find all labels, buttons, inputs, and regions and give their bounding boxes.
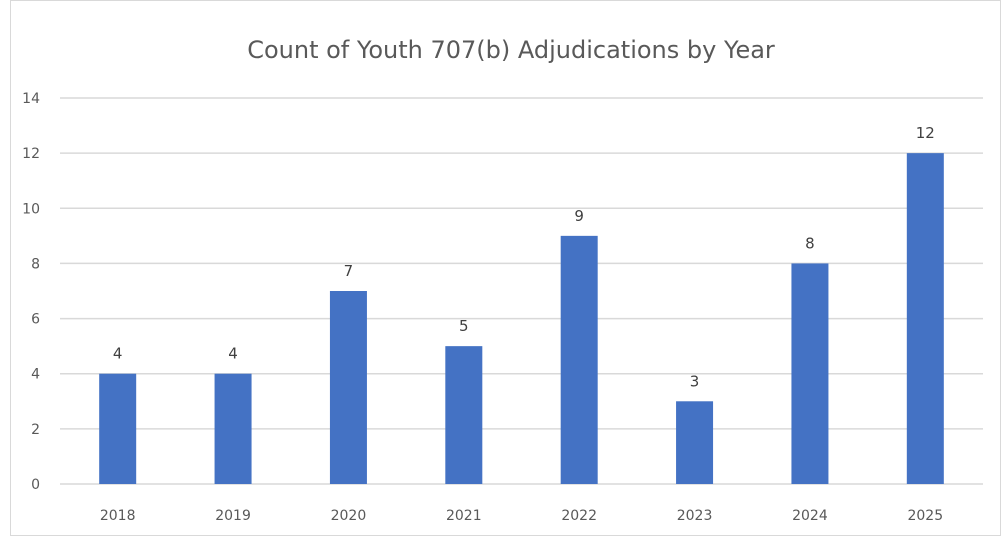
bar-2019 xyxy=(214,373,252,484)
x-tick-label-2019: 2019 xyxy=(215,508,251,524)
x-tick-label-2021: 2021 xyxy=(446,508,482,524)
grid-lines xyxy=(60,97,983,485)
chart-title: Count of Youth 707(b) Adjudications by Y… xyxy=(247,36,775,64)
data-label-2021: 5 xyxy=(459,317,469,335)
y-tick-label: 2 xyxy=(31,422,40,438)
bar-2018 xyxy=(99,373,137,484)
data-label-2025: 12 xyxy=(916,124,935,142)
data-label-2020: 7 xyxy=(344,262,354,280)
y-tick-label: 14 xyxy=(22,91,40,107)
bar-2025 xyxy=(906,153,944,484)
bar-2024 xyxy=(791,263,829,484)
y-tick-label: 12 xyxy=(22,146,40,162)
x-tick-label-2024: 2024 xyxy=(792,508,828,524)
data-label-2018: 4 xyxy=(113,345,123,363)
x-tick-label-2023: 2023 xyxy=(677,508,713,524)
chart-frame xyxy=(10,0,1001,536)
y-tick-label: 0 xyxy=(31,477,40,493)
data-label-2019: 4 xyxy=(228,345,238,363)
x-tick-label-2020: 2020 xyxy=(331,508,367,524)
y-axis: 0 2 4 6 8 10 12 14 xyxy=(22,91,40,493)
bar-2020 xyxy=(329,291,367,484)
bar-2022 xyxy=(560,235,598,484)
y-tick-label: 8 xyxy=(31,256,40,272)
y-tick-label: 6 xyxy=(31,312,40,328)
x-tick-label-2022: 2022 xyxy=(561,508,597,524)
bar-2023 xyxy=(676,401,714,484)
x-axis: 2018 2019 2020 2021 2022 2023 2024 2025 xyxy=(100,508,943,524)
data-label-2024: 8 xyxy=(805,234,815,252)
y-tick-label: 10 xyxy=(22,201,40,217)
y-tick-label: 4 xyxy=(31,367,40,383)
bars xyxy=(99,153,944,484)
x-tick-label-2018: 2018 xyxy=(100,508,136,524)
data-labels: 4 4 7 5 9 3 8 12 xyxy=(113,124,935,390)
bar-2021 xyxy=(445,346,483,484)
data-label-2023: 3 xyxy=(690,372,700,390)
x-tick-label-2025: 2025 xyxy=(907,508,943,524)
data-label-2022: 9 xyxy=(574,207,584,225)
